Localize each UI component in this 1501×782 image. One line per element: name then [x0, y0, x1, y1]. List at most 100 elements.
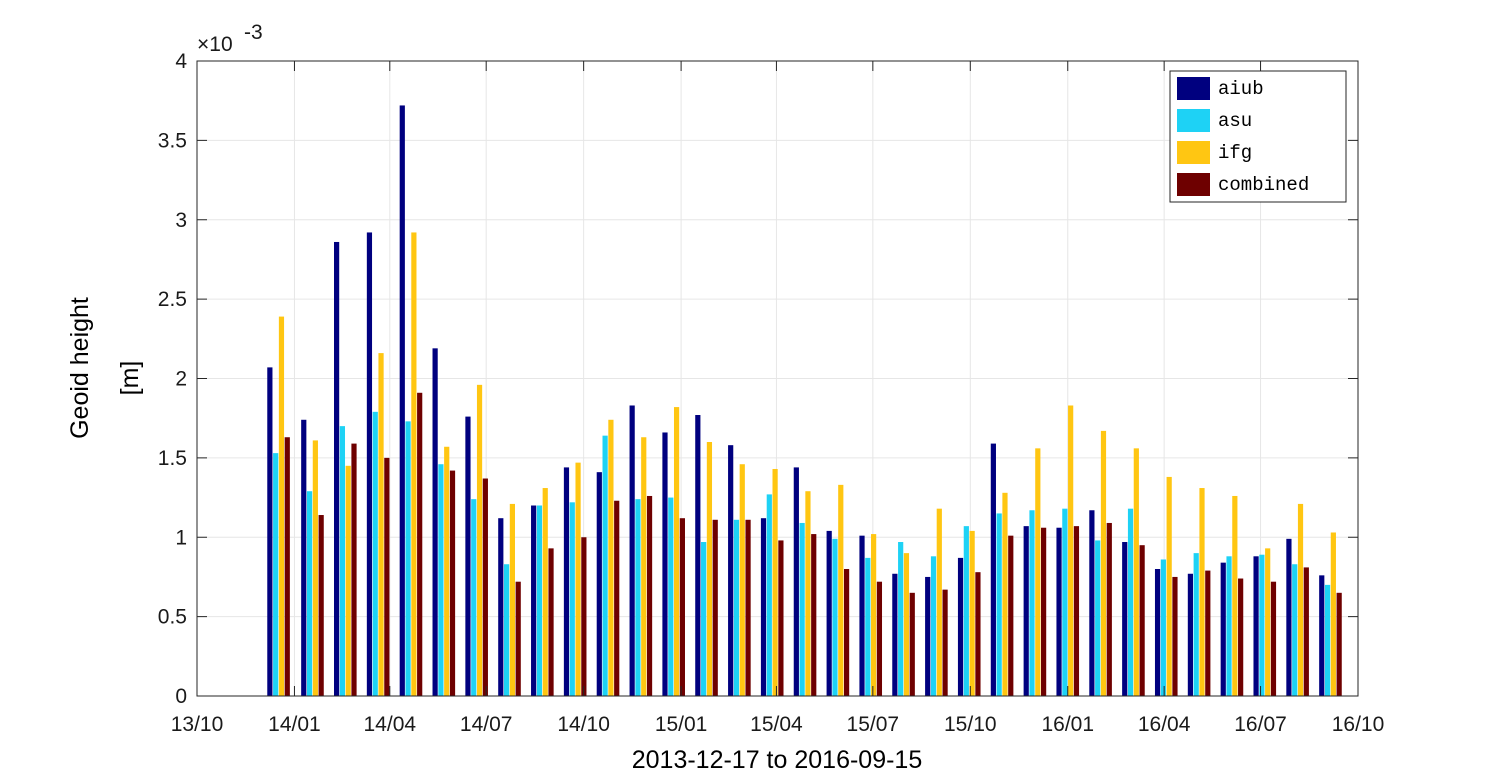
bar-asu — [766, 494, 772, 696]
bar-combined — [1139, 545, 1145, 696]
bar-aiub — [531, 505, 537, 696]
bar-asu — [996, 513, 1002, 696]
bar-combined — [351, 443, 357, 696]
bar-asu — [635, 499, 641, 696]
bars — [267, 105, 1342, 696]
x-tick-label: 14/10 — [557, 713, 610, 736]
bar-ifg — [871, 534, 877, 696]
legend-swatch-asu — [1177, 109, 1210, 132]
bar-aiub — [596, 472, 602, 696]
bar-ifg — [1232, 495, 1238, 696]
y-tick-label: 1 — [175, 526, 187, 549]
bar-ifg — [805, 491, 811, 696]
legend-label-ifg: ifg — [1218, 142, 1252, 164]
y-tick-labels: 0 0.5 1 1.5 2 2.5 3 3.5 4 — [158, 50, 188, 708]
bar-asu — [1324, 584, 1331, 696]
bar-aiub — [728, 445, 734, 696]
y-exponent-power: -3 — [244, 21, 263, 44]
bar-asu — [1259, 554, 1265, 696]
bar-ifg — [641, 437, 647, 696]
y-tick-label: 2.5 — [158, 288, 187, 311]
x-tick-label: 14/04 — [364, 713, 417, 736]
bar-combined — [614, 500, 620, 696]
bar-combined — [515, 581, 521, 696]
bar-ifg — [706, 442, 713, 696]
bar-ifg — [476, 384, 483, 696]
bar-asu — [832, 538, 838, 696]
bar-aiub — [1253, 556, 1259, 696]
x-tick-label: 14/07 — [460, 713, 513, 736]
bar-ifg — [444, 446, 450, 696]
bar-aiub — [925, 576, 931, 696]
legend-swatch-combined — [1177, 173, 1210, 196]
bar-combined — [778, 540, 784, 696]
legend-label-aiub: aiub — [1218, 78, 1264, 100]
bar-aiub — [826, 530, 832, 696]
bar-combined — [909, 592, 915, 696]
bar-combined — [284, 437, 290, 696]
bar-combined — [843, 569, 850, 696]
bar-aiub — [399, 105, 405, 696]
bar-ifg — [772, 468, 778, 696]
bar-ifg — [903, 553, 910, 696]
bar-ifg — [1133, 448, 1139, 696]
bar-aiub — [1154, 569, 1161, 696]
bar-combined — [548, 548, 554, 696]
legend: aiub asu ifg combined — [1169, 70, 1347, 203]
bar-asu — [930, 556, 937, 696]
bar-combined — [449, 470, 456, 696]
legend-swatch-aiub — [1177, 77, 1210, 100]
bar-ifg — [1297, 503, 1304, 696]
bar-ifg — [608, 419, 614, 696]
bar-ifg — [1199, 488, 1205, 696]
bar-combined — [1172, 576, 1178, 696]
x-tick-label: 15/01 — [655, 713, 708, 736]
bar-aiub — [629, 405, 635, 696]
bar-combined — [1106, 522, 1112, 696]
bar-aiub — [1056, 527, 1062, 696]
bar-asu — [1292, 564, 1298, 696]
bar-aiub — [432, 348, 438, 696]
bar-aiub — [1286, 538, 1292, 696]
x-tick-label: 15/04 — [750, 713, 803, 736]
bar-ifg — [509, 503, 515, 696]
bar-ifg — [575, 462, 581, 696]
bar-aiub — [1023, 526, 1029, 696]
bar-combined — [1008, 535, 1014, 696]
bar-combined — [745, 519, 751, 696]
bar-aiub — [695, 415, 701, 696]
bar-aiub — [990, 443, 996, 696]
bar-combined — [811, 534, 817, 696]
bar-asu — [306, 491, 313, 696]
legend-label-asu: asu — [1218, 110, 1252, 132]
x-tick-label: 15/07 — [847, 713, 900, 736]
bar-aiub — [563, 467, 570, 696]
bar-asu — [898, 542, 904, 696]
bar-aiub — [1220, 562, 1226, 696]
x-tick-labels: 13/10 14/01 14/04 14/07 14/10 15/01 15/04 15/07… — [171, 713, 1385, 736]
bar-asu — [1095, 540, 1101, 696]
bar-asu — [963, 526, 969, 696]
bar-asu — [1127, 508, 1134, 696]
bar-asu — [569, 502, 575, 696]
bar-combined — [646, 495, 653, 696]
bar-asu — [1160, 559, 1166, 696]
bar-aiub — [1319, 575, 1325, 696]
bar-combined — [712, 519, 718, 696]
bar-ifg — [969, 530, 975, 696]
tick-marks — [196, 60, 1359, 697]
y-axis-title-line-1: Geoid height — [66, 297, 94, 439]
bar-aiub — [793, 467, 799, 696]
y-tick-label: 0 — [175, 685, 187, 708]
bar-ifg — [1166, 476, 1172, 696]
bar-asu — [273, 453, 279, 696]
bar-combined — [1303, 567, 1309, 696]
x-tick-label: 16/10 — [1332, 713, 1385, 736]
bar-aiub — [267, 367, 273, 696]
y-tick-label: 4 — [175, 50, 187, 73]
bar-asu — [1062, 508, 1068, 696]
bar-aiub — [366, 232, 373, 696]
x-tick-label: 14/01 — [268, 713, 321, 736]
bar-aiub — [1187, 573, 1194, 696]
bar-aiub — [892, 573, 898, 696]
